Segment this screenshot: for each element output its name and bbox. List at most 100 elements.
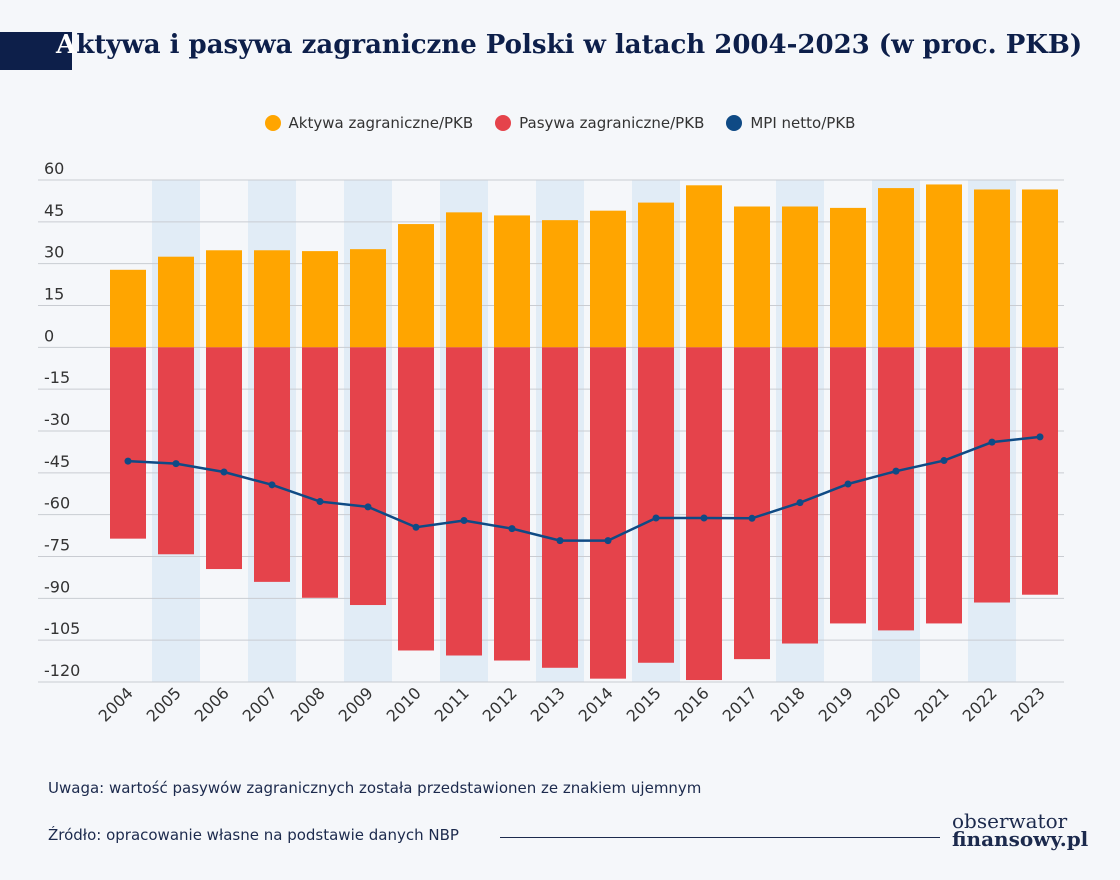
y-tick-label: -15 [44,368,70,387]
bar-aktywa-2019 [830,207,866,348]
bar-aktywa-2013 [542,220,578,348]
legend-item-mpi: MPI netto/PKB [726,114,855,132]
point-mpi-2023 [1036,433,1044,441]
bar-aktywa-2011 [446,212,482,348]
bar-aktywa-2023 [1022,189,1058,348]
bar-aktywa-2009 [350,249,386,348]
point-mpi-2006 [220,468,228,476]
bar-pasywa-2021 [926,347,962,624]
bar-pasywa-2014 [590,347,626,679]
x-tick-label-2005: 2005 [143,683,185,725]
point-mpi-2009 [364,503,372,511]
point-mpi-2015 [652,514,660,522]
bar-pasywa-2016 [686,347,722,681]
x-tick-label-2023: 2023 [1007,683,1049,725]
bar-pasywa-2006 [206,347,242,570]
title-first-letter: A [56,30,77,60]
bar-pasywa-2008 [302,347,338,598]
x-tick-label-2013: 2013 [527,683,569,725]
x-tick-label-2019: 2019 [815,683,857,725]
x-tick-label-2020: 2020 [863,683,905,725]
title-text: ktywa i pasywa zagraniczne Polski w lata… [76,30,1083,60]
x-tick-label-2006: 2006 [191,683,233,725]
y-tick-label: -105 [44,619,80,638]
x-tick-label-2022: 2022 [959,683,1001,725]
y-tick-label: -75 [44,536,70,555]
y-tick-label: 15 [44,285,64,304]
logo-line-2: finansowy.pl [952,827,1089,851]
bar-aktywa-2020 [878,188,914,348]
legend-dot-pasywa [495,115,512,131]
legend-label-pasywa: Pasywa zagraniczne/PKB [519,114,705,132]
y-tick-label: -90 [44,577,70,596]
point-mpi-2011 [460,517,468,525]
point-mpi-2013 [556,537,564,545]
bar-pasywa-2017 [734,347,770,660]
legend-label-aktywa: Aktywa zagraniczne/PKB [288,114,474,132]
point-mpi-2022 [988,438,996,446]
x-tick-label-2007: 2007 [239,683,281,725]
bar-aktywa-2008 [302,251,338,348]
bar-pasywa-2022 [974,347,1010,603]
legend-item-pasywa: Pasywa zagraniczne/PKB [495,114,704,132]
x-tick-label-2014: 2014 [575,683,617,725]
point-mpi-2020 [892,467,900,475]
x-tick-label-2010: 2010 [383,683,425,725]
bar-aktywa-2012 [494,215,530,348]
chart-source: Źródło: opracowanie własne na podstawie … [48,826,459,844]
bar-aktywa-2005 [158,256,194,348]
y-tick-label: -30 [44,410,70,429]
bar-pasywa-2011 [446,347,482,656]
point-mpi-2016 [700,514,708,522]
logo-line-1: obserwator [952,809,1068,833]
bar-pasywa-2009 [350,347,386,606]
point-mpi-2007 [268,481,276,489]
legend-item-aktywa: Aktywa zagraniczne/PKB [264,114,474,132]
bar-aktywa-2021 [926,184,962,348]
point-mpi-2019 [844,480,852,488]
legend-label-mpi: MPI netto/PKB [750,114,856,132]
y-tick-label: -120 [44,661,80,680]
y-tick-label: 0 [44,326,54,345]
x-tick-label-2008: 2008 [287,683,329,725]
point-mpi-2017 [748,514,756,522]
y-tick-label: 45 [44,201,64,220]
bar-aktywa-2017 [734,206,770,348]
y-tick-label: -60 [44,494,70,513]
bar-aktywa-2004 [110,269,146,348]
x-tick-label-2018: 2018 [767,683,809,725]
bar-aktywa-2022 [974,189,1010,348]
y-tick-label: 60 [44,159,64,178]
bar-pasywa-2015 [638,347,674,663]
bar-pasywa-2012 [494,347,530,661]
chart-legend: Aktywa zagraniczne/PKB Pasywa zagraniczn… [0,114,1120,132]
bar-aktywa-2016 [686,185,722,348]
x-tick-label-2004: 2004 [95,683,137,725]
line-mpi-netto [127,435,1041,542]
bar-pasywa-2018 [782,347,818,644]
bar-pasywa-2010 [398,347,434,651]
point-mpi-2021 [940,457,948,465]
x-tick-label-2021: 2021 [911,683,953,725]
bar-pasywa-2023 [1022,347,1058,595]
source-divider [500,837,940,838]
point-mpi-2010 [412,523,420,531]
point-mpi-2008 [316,498,324,506]
point-mpi-2014 [604,537,612,545]
y-tick-label: 30 [44,243,64,262]
x-tick-label-2017: 2017 [719,683,761,725]
x-tick-label-2016: 2016 [671,683,713,725]
brand-logo: obserwator finansowy.pl [952,809,1089,851]
x-tick-label-2012: 2012 [479,683,521,725]
bar-pasywa-2013 [542,347,578,668]
bar-aktywa-2010 [398,224,434,348]
chart-note: Uwaga: wartość pasywów zagranicznych zos… [48,779,702,797]
bar-pasywa-2004 [110,347,146,539]
point-mpi-2018 [796,499,804,507]
bar-aktywa-2006 [206,250,242,348]
x-tick-label-2011: 2011 [431,683,473,725]
legend-dot-aktywa [264,115,281,131]
point-mpi-2004 [124,457,132,465]
page-title: Aktywa i pasywa zagraniczne Polski w lat… [56,30,1082,60]
bar-aktywa-2015 [638,202,674,348]
